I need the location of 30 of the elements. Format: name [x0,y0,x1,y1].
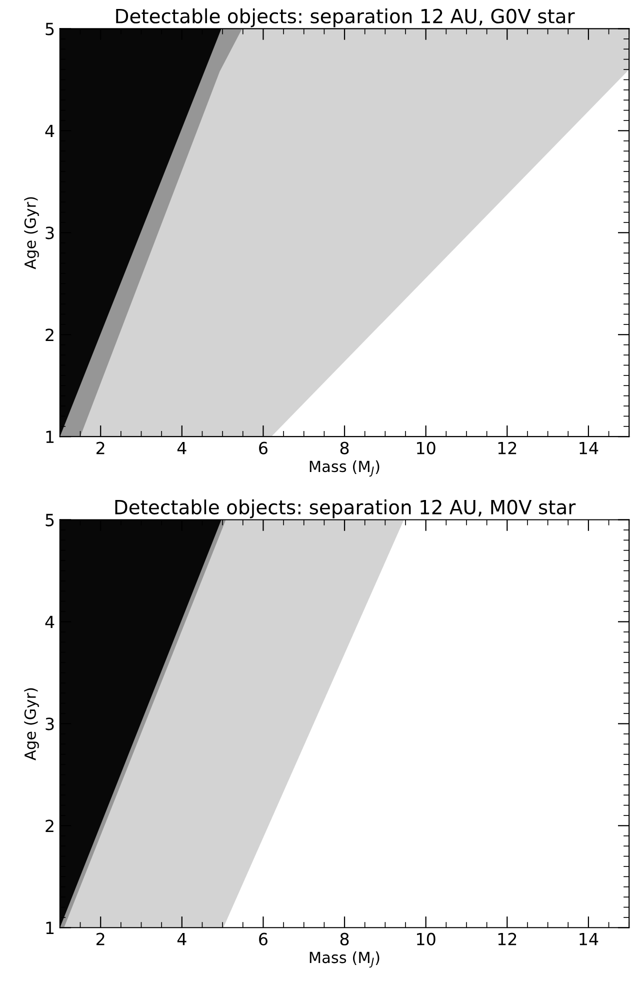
y-axis-title: Age (Gyr) [24,197,39,270]
x-tick-label: 10 [417,932,436,946]
y-axis-title: Age (Gyr) [24,688,39,760]
x-tick-label: 6 [259,442,268,454]
y-tick-label: 1 [46,922,54,934]
y-tick-label: 3 [46,718,54,730]
x-axis-title: Mass (M$_{J}$) [310,460,380,477]
y-tick-label: 4 [45,124,54,138]
x-tick-label: 4 [177,933,186,946]
x-tick-label: 12 [498,932,516,946]
y-tick-label: 5 [46,22,54,36]
x-tick-label: 8 [340,442,349,454]
chart-title: Detectable objects: separation 12 AU, M0V star [115,499,576,518]
chart-title: Detectable objects: separation 12 AU, G0V star [116,8,575,28]
x-tick-label: 14 [580,442,598,454]
x-axis-title: Mass (M$_{J}$) [310,951,380,968]
x-tick-label: 2 [96,932,104,946]
y-tick-label: 1 [46,430,54,443]
y-tick-label: 5 [46,514,54,526]
x-tick-label: 14 [580,933,598,946]
x-tick-label: 2 [96,442,104,454]
x-tick-label: 10 [417,442,436,454]
x-tick-label: 8 [340,932,349,946]
y-tick-label: 2 [46,820,54,832]
y-tick-label: 2 [46,328,54,341]
y-tick-label: 3 [46,226,54,240]
x-tick-label: 4 [177,442,186,454]
x-tick-label: 12 [498,442,516,454]
y-tick-label: 4 [45,616,54,628]
x-tick-label: 6 [259,932,268,946]
